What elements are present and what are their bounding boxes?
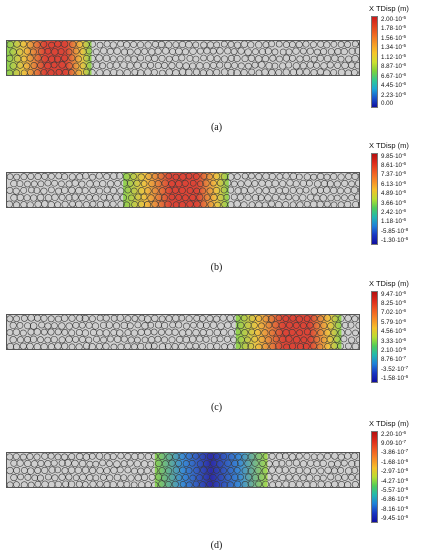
tick-label: 4.89·10-6 [381, 189, 407, 198]
legend-title: X TDisp (m) [369, 279, 409, 288]
tick-label: 4.45·10-6 [381, 81, 407, 90]
tick-label: 7.37·10-6 [381, 170, 407, 179]
tick-label: 1.78·10-5 [381, 24, 407, 33]
panel-caption: (c) [210, 402, 223, 413]
legend-title: X TDisp (m) [369, 419, 409, 428]
colorbar-legend: X TDisp (m) 2.20·10-6 9.09·10-7 -3.86·10-7… [369, 420, 433, 523]
particle-strip [6, 40, 360, 76]
colorbar [371, 430, 378, 523]
tick-labels: 2.20·10-6 9.09·10-7 -3.86·10-7 -1.68·10-6 -2… [381, 429, 433, 523]
tick-label: 4.56·10-6 [381, 327, 407, 336]
tick-label: 7.02·10-6 [381, 308, 407, 317]
tick-label: 8.25·10-6 [381, 298, 407, 307]
particle-field [7, 41, 359, 75]
tick-label: 6.13·10-6 [381, 179, 407, 188]
tick-label: 9.09·10-7 [381, 438, 407, 447]
tick-label: 2.00·10-5 [381, 14, 407, 23]
colorbar-legend: X TDisp (m) 9.47·10-6 8.25·10-6 7.02·10-6 5… [369, 280, 433, 383]
tick-label: -9.45·10-6 [381, 514, 409, 523]
tick-labels: 2.00·10-5 1.78·10-5 1.56·10-5 1.34·10-5 1.12… [381, 14, 433, 108]
tick-label: -3.52·10-7 [381, 364, 409, 373]
tick-label: 8.87·10-6 [381, 62, 407, 71]
tick-label: -5.85·10-8 [381, 226, 409, 235]
tick-label: 8.61·10-6 [381, 160, 407, 169]
panel-caption: (b) [210, 262, 223, 273]
tick-label: 1.12·10-5 [381, 52, 407, 61]
colorbar-legend: X TDisp (m) 9.85·10-6 8.61·10-6 7.37·10-6 6… [369, 142, 433, 245]
tick-label: 2.23·10-6 [381, 90, 407, 99]
panel-caption: (d) [210, 540, 223, 550]
tick-label: 2.42·10-6 [381, 208, 407, 217]
tick-label: 0.00 [381, 100, 394, 108]
tick-label: 5.79·10-6 [381, 317, 407, 326]
tick-label: 2.10·10-6 [381, 346, 407, 355]
tick-label: -2.97·10-6 [381, 467, 409, 476]
legend-title: X TDisp (m) [369, 4, 409, 13]
particle-strip [6, 172, 360, 208]
colorbar [371, 152, 378, 245]
colorbar [371, 15, 378, 108]
particle-strip [6, 452, 360, 488]
tick-label: -6.86·10-6 [381, 495, 409, 504]
tick-label: 2.20·10-6 [381, 429, 407, 438]
tick-label: 9.85·10-6 [381, 151, 407, 160]
tick-label: -1.30·10-6 [381, 236, 409, 245]
legend-title: X TDisp (m) [369, 141, 409, 150]
tick-label: -4.27·10-6 [381, 476, 409, 485]
tick-labels: 9.85·10-6 8.61·10-6 7.37·10-6 6.13·10-6 4.89… [381, 151, 433, 245]
tick-label: 1.56·10-5 [381, 33, 407, 42]
tick-label: -3.86·10-7 [381, 448, 409, 457]
tick-label: 3.33·10-6 [381, 336, 407, 345]
tick-label: -1.68·10-6 [381, 457, 409, 466]
colorbar [371, 290, 378, 383]
particle-strip [6, 314, 360, 350]
tick-label: -1.58·10-6 [381, 374, 409, 383]
tick-label: 9.47·10-6 [381, 289, 407, 298]
panel-caption: (a) [210, 122, 223, 133]
tick-label: 8.76·10-7 [381, 355, 407, 364]
particle-field [7, 315, 359, 349]
tick-label: 1.18·10-6 [381, 217, 407, 226]
tick-label: -8.16·10-6 [381, 504, 409, 513]
colorbar-legend: X TDisp (m) 2.00·10-5 1.78·10-5 1.56·10-5 1… [369, 5, 433, 108]
particle-field [7, 173, 359, 207]
tick-label: 1.34·10-5 [381, 43, 407, 52]
tick-label: 6.67·10-6 [381, 71, 407, 80]
tick-label: 3.66·10-6 [381, 198, 407, 207]
particle-field [7, 453, 359, 487]
tick-label: -5.57·10-6 [381, 486, 409, 495]
tick-labels: 9.47·10-6 8.25·10-6 7.02·10-6 5.79·10-6 4.56… [381, 289, 433, 383]
